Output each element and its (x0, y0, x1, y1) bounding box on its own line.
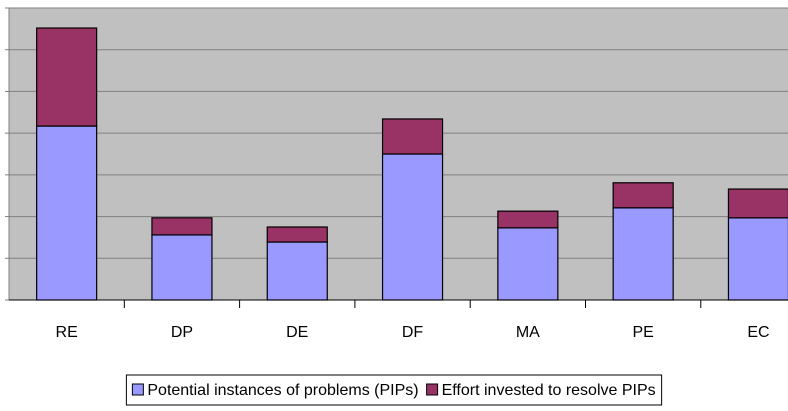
x-tick-label: DE (286, 324, 308, 341)
bar-segment (612, 207, 674, 301)
bar-segment (266, 241, 328, 301)
bar-segment (36, 27, 98, 127)
x-tick-label: EC (747, 324, 769, 341)
legend-label: Potential instances of problems (PIPs) (147, 382, 418, 399)
x-tick-label: DP (171, 324, 193, 341)
bar-segment (381, 118, 444, 155)
bar-segment (151, 217, 213, 236)
legend: Potential instances of problems (PIPs) Ef… (125, 374, 663, 406)
bar-segment (727, 188, 788, 219)
bar-segment (497, 227, 559, 301)
x-tick-label: MA (516, 324, 540, 341)
bar-segment (381, 153, 444, 301)
bar-segment (266, 226, 328, 243)
bar-segment (727, 217, 788, 301)
legend-swatch (426, 383, 439, 396)
bar-segment (36, 125, 98, 301)
legend-box (125, 374, 663, 406)
bar-segment (151, 234, 213, 301)
x-tick-label: PE (632, 324, 653, 341)
legend-swatch (131, 383, 144, 396)
x-tick-label: RE (56, 324, 78, 341)
bar-segment (612, 182, 674, 209)
x-tick-label: DF (402, 324, 424, 341)
bar-segment (497, 210, 559, 229)
legend-label: Effort invested to resolve PIPs (442, 382, 656, 399)
